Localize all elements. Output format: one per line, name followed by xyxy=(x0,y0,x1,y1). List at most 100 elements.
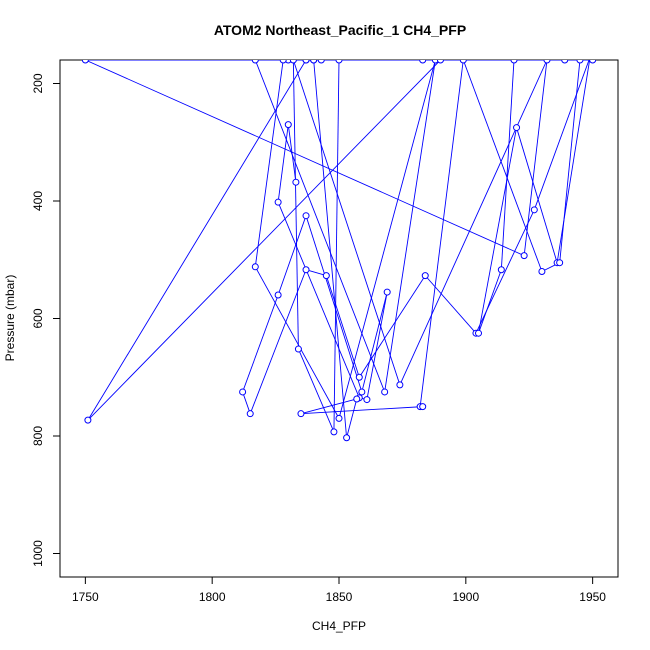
data-point xyxy=(289,60,297,64)
series-line-segment xyxy=(346,398,358,438)
data-point xyxy=(436,60,444,64)
series-line-segment xyxy=(424,275,477,334)
data-point xyxy=(538,268,546,275)
data-point xyxy=(431,60,439,64)
series-line-segment xyxy=(277,124,289,203)
data-point xyxy=(576,60,584,64)
data-point xyxy=(297,410,305,418)
series-line-segment xyxy=(516,127,558,263)
series-line-segment xyxy=(300,406,423,415)
series-line-segment xyxy=(87,60,307,421)
data-point xyxy=(381,388,389,396)
data-point xyxy=(421,272,429,280)
y-tick-label: 800 xyxy=(31,426,45,446)
series-line-segment xyxy=(249,269,307,414)
data-point xyxy=(302,60,310,64)
data-point xyxy=(292,178,300,186)
data-point xyxy=(383,288,391,296)
series-line-segment xyxy=(366,291,388,400)
series-line-segment xyxy=(478,269,502,334)
series-line-segment xyxy=(399,60,548,386)
y-tick-label: 1000 xyxy=(31,540,45,567)
series-line-segment xyxy=(254,60,386,393)
series-line-segment xyxy=(292,60,401,386)
data-point xyxy=(335,414,343,422)
series-line-segment xyxy=(254,266,340,419)
data-point xyxy=(363,396,371,404)
data-point xyxy=(302,212,310,220)
data-point xyxy=(81,60,89,64)
data-point xyxy=(510,60,518,64)
data-point xyxy=(284,60,292,64)
data-point xyxy=(353,395,361,403)
data-point xyxy=(459,60,467,64)
data-point xyxy=(543,60,551,64)
series-line-segment xyxy=(556,60,591,263)
data-point xyxy=(520,252,528,260)
data-point xyxy=(279,60,287,64)
series-line-segment xyxy=(523,60,548,256)
data-point xyxy=(246,410,254,418)
data-point xyxy=(274,198,282,206)
data-point xyxy=(419,60,427,64)
series-line-segment xyxy=(384,60,436,393)
data-point xyxy=(84,416,92,424)
series-line-segment xyxy=(358,275,426,378)
data-point xyxy=(335,60,343,64)
series-line-segment xyxy=(254,60,284,267)
series-line-segment xyxy=(277,215,307,296)
data-point xyxy=(284,121,292,129)
series-line-segment xyxy=(559,60,581,263)
series-line-segment xyxy=(338,60,436,419)
x-axis-label: CH4_PFP xyxy=(312,619,366,633)
data-point xyxy=(294,345,302,353)
data-point xyxy=(355,373,363,381)
series-line-segment xyxy=(305,215,363,393)
series-line-segment xyxy=(325,275,360,378)
series-line-segment xyxy=(292,60,299,350)
series-line-segment xyxy=(333,60,340,432)
data-point xyxy=(251,60,259,64)
data-point xyxy=(330,428,338,436)
y-axis-label: Pressure (mbar) xyxy=(3,275,17,362)
x-tick-label: 1750 xyxy=(72,590,99,604)
series-line-segment xyxy=(85,60,525,257)
data-point xyxy=(396,381,404,389)
data-point xyxy=(513,124,521,132)
data-point xyxy=(310,60,318,64)
data-point xyxy=(317,60,325,64)
series-line-segment xyxy=(500,60,515,270)
x-tick-label: 1900 xyxy=(452,590,479,604)
data-point xyxy=(561,60,569,64)
x-axis: 1750 1800 1850 1900 1950 xyxy=(72,576,606,604)
data-point xyxy=(302,266,310,274)
series-line-segment xyxy=(313,60,348,438)
data-point xyxy=(530,206,538,214)
chart-title: ATOM2 Northeast_Pacific_1 CH4_PFP xyxy=(214,22,466,38)
series-line-segment xyxy=(478,127,517,334)
data-point xyxy=(475,329,482,337)
series-line-segment xyxy=(242,294,279,393)
y-axis: 200 400 600 800 1000 xyxy=(31,73,61,567)
x-tick-label: 1800 xyxy=(199,590,226,604)
data-point xyxy=(497,266,505,274)
x-tick-label: 1950 xyxy=(579,590,606,604)
data-point xyxy=(589,60,597,64)
y-tick-label: 400 xyxy=(31,191,45,211)
data-point xyxy=(419,403,427,411)
data-point xyxy=(358,388,366,396)
y-tick-label: 600 xyxy=(31,308,45,328)
data-point xyxy=(322,272,330,280)
series-line-segment xyxy=(87,60,441,421)
series-line-segment xyxy=(277,202,360,398)
series-line-segment xyxy=(298,348,335,433)
data-point xyxy=(274,291,282,299)
plot-area xyxy=(81,60,597,442)
data-point xyxy=(239,388,247,396)
series-line-segment xyxy=(361,291,388,393)
data-point xyxy=(251,263,259,271)
series-line-segment xyxy=(419,60,464,407)
data-point xyxy=(556,259,564,267)
series-line-segment xyxy=(462,60,543,272)
